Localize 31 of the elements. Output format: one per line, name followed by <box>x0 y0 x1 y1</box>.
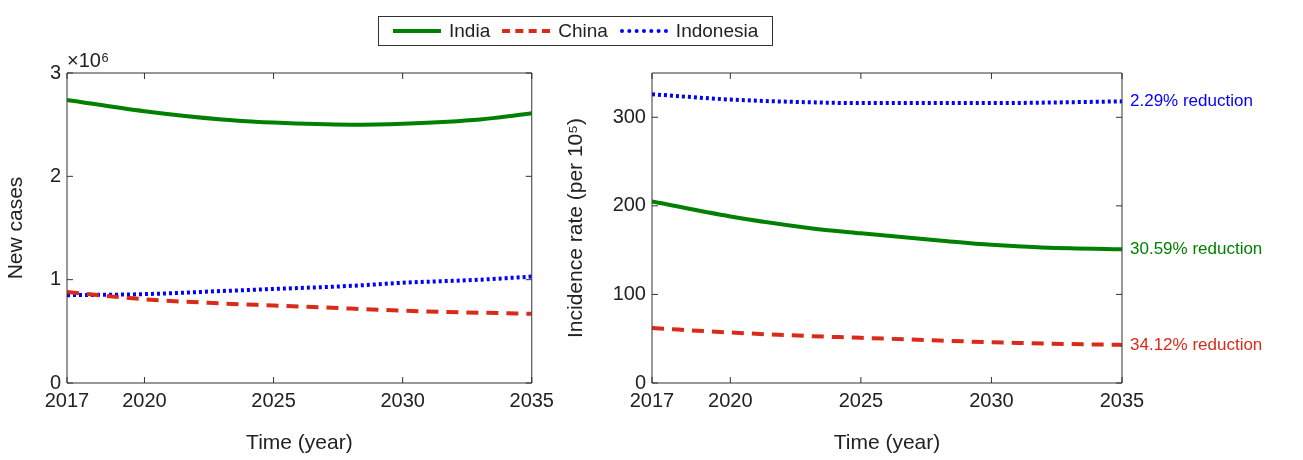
x-tick-label: 2035 <box>1099 388 1145 411</box>
legend-label: India <box>449 20 491 42</box>
line-series <box>67 290 532 316</box>
y-axis-title: Incidence rate (per 10⁵) <box>563 118 587 338</box>
y-tick-label: 3 <box>49 60 61 83</box>
line-series <box>652 199 1122 252</box>
y-tick-label: 100 <box>612 281 646 304</box>
x-axis-title: Time (year) <box>833 430 941 454</box>
y-tick-label: 2 <box>49 163 61 186</box>
text: ×10⁶ <box>67 48 110 71</box>
x-tick-label: 2030 <box>380 388 425 411</box>
x-axis-title: Time (year) <box>246 430 353 454</box>
x-tick-label: 2020 <box>708 388 753 411</box>
x-tick-label: 2020 <box>122 388 167 411</box>
legend-label: Indonesia <box>675 20 759 42</box>
y-tick-label: 1 <box>49 267 61 290</box>
y-axis-title: New cases <box>3 176 27 280</box>
y-tick-label: 300 <box>612 104 646 127</box>
line-series <box>652 326 1122 347</box>
x-tick-label: 2030 <box>969 388 1014 411</box>
text: 30.59% reduction <box>1130 238 1263 258</box>
legend-label: China <box>558 20 608 42</box>
line-series <box>652 92 1122 106</box>
x-tick-label: 2035 <box>509 388 554 411</box>
x-tick-label: 2025 <box>838 388 884 411</box>
y-tick-label: 200 <box>612 193 646 216</box>
line-series <box>67 274 532 298</box>
text: 34.12% reduction <box>1130 334 1263 354</box>
text: 2.29% reduction <box>1130 91 1253 111</box>
line-series <box>67 97 532 127</box>
x-tick-label: 2025 <box>251 388 296 411</box>
